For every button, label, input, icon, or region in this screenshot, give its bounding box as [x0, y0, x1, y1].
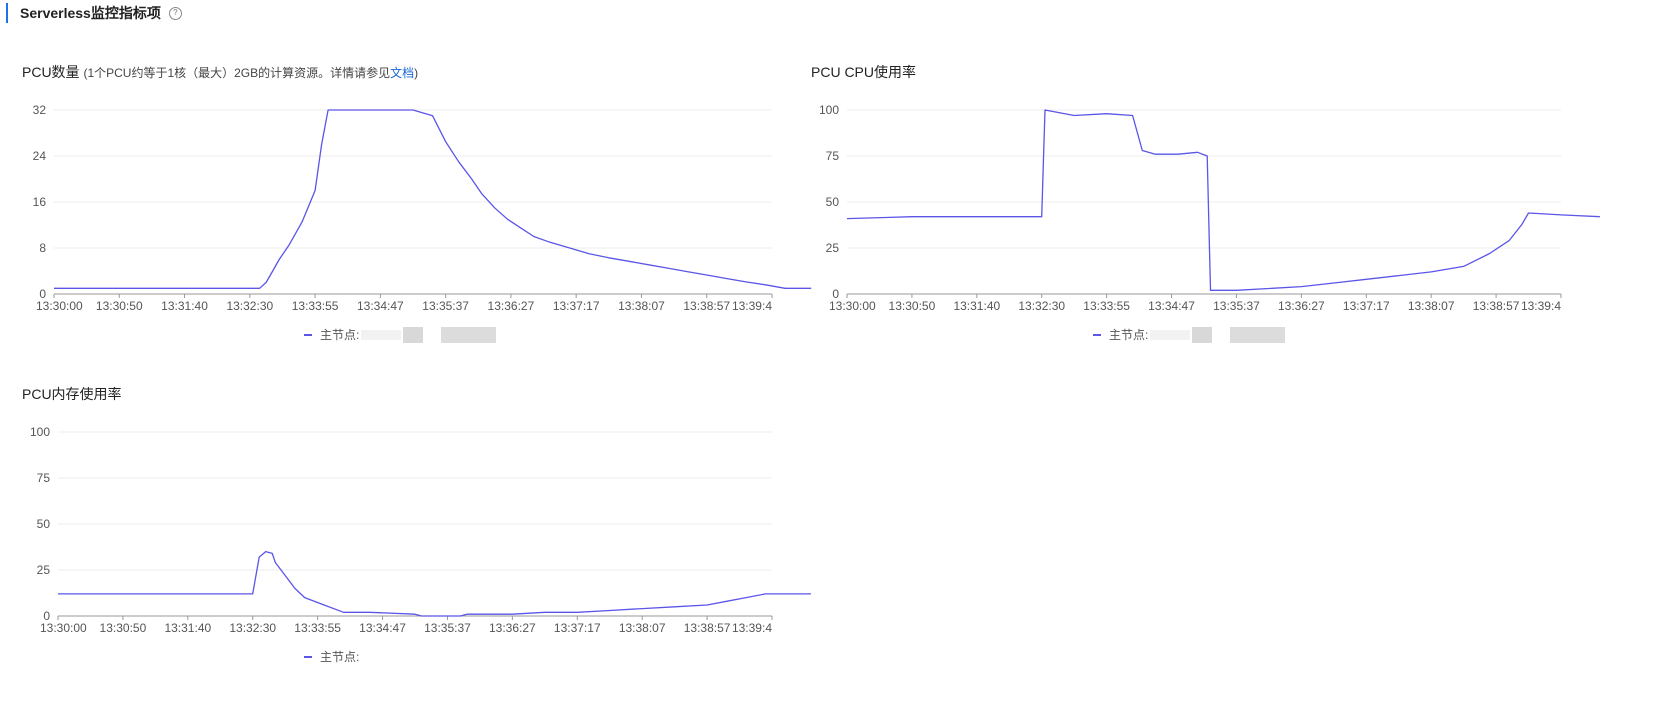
x-tick-label: 13:35:37	[1213, 299, 1260, 313]
x-tick-label: 13:38:07	[619, 621, 666, 635]
y-tick-label: 8	[39, 241, 46, 255]
y-tick-label: 100	[819, 103, 839, 117]
x-tick-label: 13:36:27	[488, 299, 535, 313]
chart-legend[interactable]: 主节点:	[304, 326, 497, 343]
pcu-memory-chart[interactable]: 0 25 50 75 100 13:30:00 13:30:50 13:31:40 13:32:…	[22, 384, 811, 654]
x-tick-label: 13:38:07	[618, 299, 665, 313]
x-tick-label: 13:30:50	[100, 621, 147, 635]
y-tick-label: 50	[37, 517, 51, 531]
legend-label: 主节点:	[320, 650, 360, 664]
x-tick-label: 13:39:4	[732, 299, 772, 313]
subtitle-text: (1个PCU约等于1核（最大）2GB的计算资源。详情请参见	[83, 66, 391, 80]
x-tick-label: 13:31:40	[953, 299, 1000, 313]
x-tick-label: 13:38:07	[1408, 299, 1455, 313]
y-tick-label: 0	[43, 609, 50, 623]
legend-label: 主节点:	[320, 328, 360, 342]
x-tick-label: 13:32:30	[226, 299, 273, 313]
x-tick-label: 13:30:00	[36, 299, 83, 313]
section-title: Serverless监控指标项	[20, 5, 161, 21]
x-tick-label: 13:34:47	[359, 621, 406, 635]
pcu-cpu-chart[interactable]: 0 25 50 75 100 13:30:00 13:30:50 13:31:40 13:32:…	[811, 62, 1661, 332]
x-tick-label: 13:30:00	[829, 299, 876, 313]
x-tick-label: 13:39:4	[1521, 299, 1561, 313]
x-tick-label: 13:38:57	[683, 299, 730, 313]
x-tick-label: 13:31:40	[164, 621, 211, 635]
series-line	[54, 109, 812, 289]
y-tick-label: 32	[33, 103, 47, 117]
x-tick-label: 13:32:30	[1018, 299, 1065, 313]
pcu-count-chart[interactable]: 0 8 16 24 32 13:30:00 13:30:50 13:31:40 13:32:30…	[22, 62, 812, 332]
x-tick-label: 13:33:55	[1083, 299, 1130, 313]
section-accent-bar	[6, 3, 8, 23]
panel-title: PCU内存使用率	[22, 384, 122, 404]
pcu-memory-title: PCU内存使用率	[22, 386, 122, 402]
x-tick-label: 13:37:17	[1343, 299, 1390, 313]
panel-title: PCU数量 (1个PCU约等于1核（最大）2GB的计算资源。详情请参见文档)	[22, 62, 418, 82]
y-tick-label: 75	[826, 149, 840, 163]
x-tick-label: 13:34:47	[1148, 299, 1195, 313]
redacted-node-id	[403, 326, 424, 343]
pcu-count-title: PCU数量	[22, 64, 80, 80]
x-tick-label: 13:33:55	[294, 621, 341, 635]
subtitle-close: )	[414, 66, 419, 80]
legend-label: 主节点:	[1109, 328, 1149, 342]
x-tick-label: 13:35:37	[422, 299, 469, 313]
x-tick-label: 13:31:40	[161, 299, 208, 313]
x-tick-label: 13:38:57	[1473, 299, 1520, 313]
y-tick-label: 25	[37, 563, 51, 577]
x-tick-label: 13:38:57	[684, 621, 731, 635]
x-tick-label: 13:37:17	[553, 299, 600, 313]
redacted-node-id	[441, 326, 497, 343]
y-tick-label: 75	[37, 471, 51, 485]
y-tick-label: 100	[30, 425, 50, 439]
doc-link[interactable]: 文档	[390, 66, 415, 80]
y-tick-label: 25	[826, 241, 840, 255]
pcu-cpu-title: PCU CPU使用率	[811, 64, 917, 80]
series-line	[846, 109, 1600, 291]
x-tick-label: 13:33:55	[292, 299, 339, 313]
x-tick-label: 13:36:27	[1278, 299, 1325, 313]
y-tick-label: 24	[33, 149, 47, 163]
x-tick-label: 13:30:00	[40, 621, 87, 635]
x-tick-label: 13:34:47	[357, 299, 404, 313]
x-tick-label: 13:30:50	[889, 299, 936, 313]
y-tick-label: 16	[33, 195, 47, 209]
legend-swatch	[304, 333, 312, 336]
panel-title: PCU CPU使用率	[811, 62, 916, 82]
redacted-node-id	[1192, 326, 1213, 343]
x-tick-label: 13:35:37	[424, 621, 471, 635]
y-tick-label: 50	[826, 195, 840, 209]
y-tick-label: 0	[832, 287, 839, 301]
x-tick-label: 13:32:30	[229, 621, 276, 635]
legend-swatch	[304, 655, 312, 658]
redacted-node-id	[361, 329, 402, 340]
pcu-memory-panel: PCU内存使用率 0 25 50 75 100 13:30:00 13:30:50 13:31…	[22, 384, 811, 674]
pcu-count-subtitle: (1个PCU约等于1核（最大）2GB的计算资源。详情请参见文档)	[83, 66, 418, 80]
redacted-node-id	[1230, 326, 1286, 343]
x-tick-label: 13:39:4	[732, 621, 772, 635]
pcu-count-panel: PCU数量 (1个PCU约等于1核（最大）2GB的计算资源。详情请参见文档) 0…	[22, 62, 812, 352]
redacted-node-id	[1150, 329, 1191, 340]
pcu-cpu-panel: PCU CPU使用率 0 25 50 75 100 13:30:00 13:30:50 13:…	[811, 62, 1661, 352]
series-line	[58, 550, 811, 617]
section-header: Serverless监控指标项 ?	[0, 0, 182, 26]
chart-legend[interactable]: 主节点:	[1093, 326, 1286, 343]
chart-legend[interactable]: 主节点:	[304, 648, 359, 665]
x-tick-label: 13:36:27	[489, 621, 536, 635]
help-icon[interactable]: ?	[168, 6, 182, 20]
legend-swatch	[1093, 333, 1101, 336]
y-tick-label: 0	[39, 287, 46, 301]
x-tick-label: 13:30:50	[96, 299, 143, 313]
x-tick-label: 13:37:17	[554, 621, 601, 635]
